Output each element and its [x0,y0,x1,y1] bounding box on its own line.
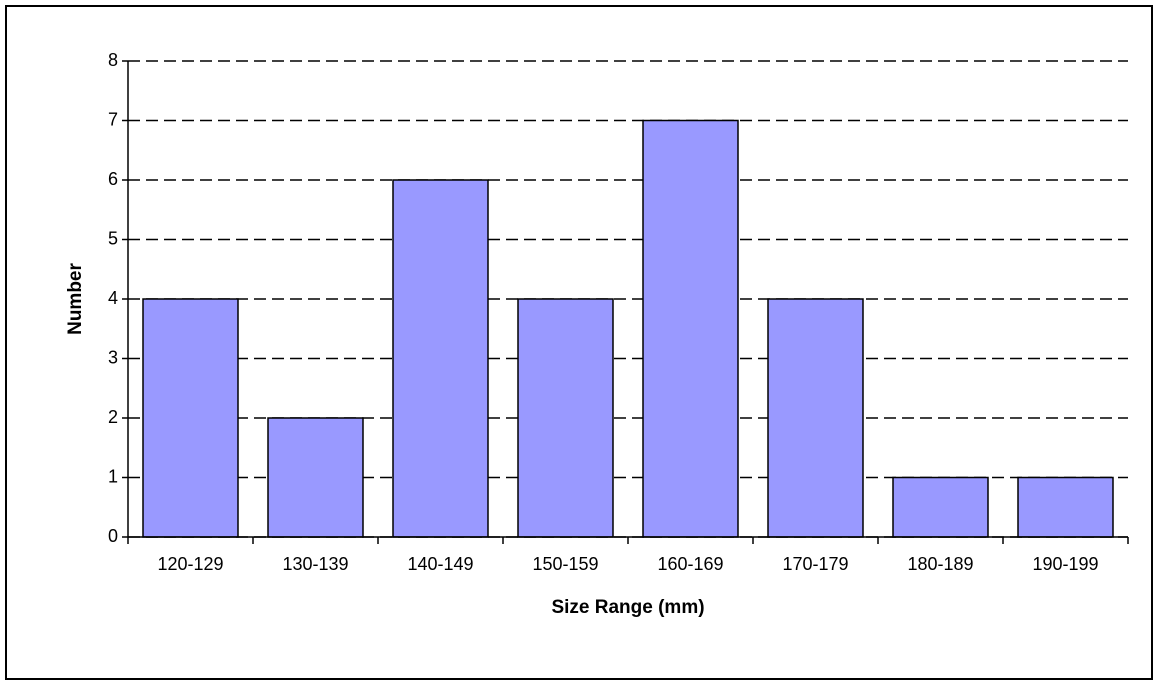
y-tick-label: 7 [108,109,118,129]
bar [642,119,739,538]
x-tick-label: 150-159 [532,554,598,574]
x-tick-label: 160-169 [657,554,723,574]
x-axis-title: Size Range (mm) [551,597,704,618]
y-axis-title: Number [65,263,86,335]
y-tick-label: 6 [108,169,118,189]
bar [767,298,864,538]
y-tick-label: 1 [108,466,118,486]
bar [1017,476,1114,538]
x-tick-label: 180-189 [907,554,973,574]
bar [517,298,614,538]
x-tick-label: 170-179 [782,554,848,574]
bar [142,298,239,538]
y-tick-label: 0 [108,526,118,546]
x-tick-label: 130-139 [282,554,348,574]
y-tick-label: 8 [108,50,118,70]
y-tick-label: 2 [108,407,118,427]
x-tick-label: 190-199 [1032,554,1098,574]
x-tick-label: 120-129 [157,554,223,574]
bar [892,476,989,538]
y-tick-label: 4 [108,288,118,308]
x-tick-label: 140-149 [407,554,473,574]
bar [392,179,489,538]
y-tick-label: 5 [108,228,118,248]
y-tick-label: 3 [108,347,118,367]
bar [267,417,364,538]
